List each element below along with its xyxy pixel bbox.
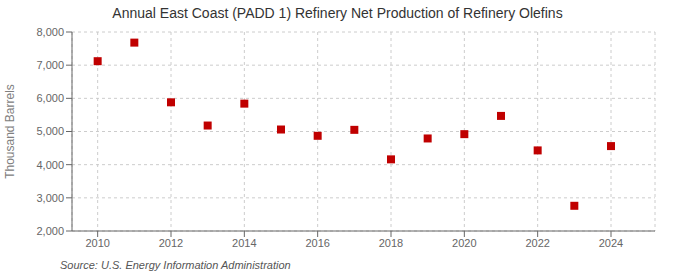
svg-text:Thousand Barrels: Thousand Barrels (8, 84, 17, 179)
svg-text:2010: 2010 (85, 237, 109, 249)
html-text:Source: U.S. Energy Informatio: Source: U.S. Energy Information Administ… (60, 259, 291, 271)
svg-text:2024: 2024 (599, 237, 623, 249)
svg-text:3,000: 3,000 (36, 192, 64, 204)
html-text:Annual East Coast (PADD 1) Ref: Annual East Coast (PADD 1) Refinery Net … (112, 5, 563, 21)
svg-text:7,000: 7,000 (36, 59, 64, 71)
svg-text:5,000: 5,000 (36, 125, 64, 137)
svg-text:2016: 2016 (305, 237, 329, 249)
svg-text:2014: 2014 (232, 237, 256, 249)
svg-text:2020: 2020 (452, 237, 476, 249)
svg-text:2,000: 2,000 (36, 225, 64, 237)
svg-text:6,000: 6,000 (36, 92, 64, 104)
svg-text:4,000: 4,000 (36, 159, 64, 171)
svg-text:2022: 2022 (525, 237, 549, 249)
svg-text:8,000: 8,000 (36, 26, 64, 38)
svg-text:2012: 2012 (159, 237, 183, 249)
svg-text:2018: 2018 (379, 237, 403, 249)
